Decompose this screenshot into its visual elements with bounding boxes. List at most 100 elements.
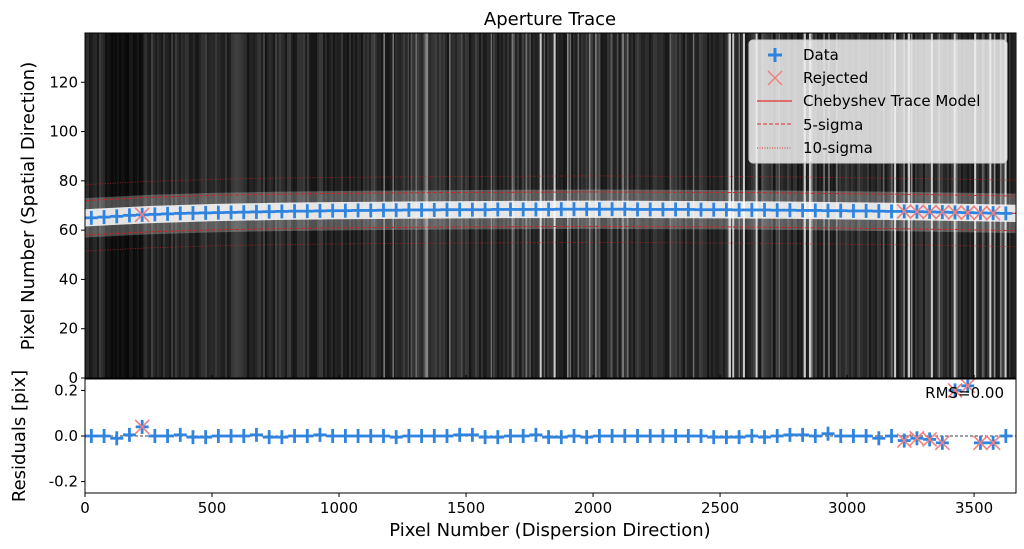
data-point (872, 431, 886, 446)
data-point (275, 430, 289, 445)
rejected-point (947, 204, 963, 220)
data-point (313, 203, 327, 218)
data-point (148, 429, 162, 443)
data-point (846, 429, 860, 443)
y-tick-label: -0.2 (49, 473, 78, 491)
rejected-point (934, 435, 950, 451)
legend-label-data: Data (803, 46, 839, 64)
data-point (110, 431, 124, 446)
data-point (999, 429, 1013, 443)
data-point (618, 202, 632, 217)
data-point (681, 429, 695, 443)
data-point (605, 202, 619, 217)
data-point (364, 203, 378, 218)
image-column (161, 33, 163, 378)
data-point (770, 203, 784, 218)
data-point (249, 427, 263, 442)
data-point (605, 429, 619, 443)
data-point (85, 429, 98, 443)
data-point (643, 202, 657, 217)
y-tick-label: 80 (59, 172, 78, 190)
data-point (173, 206, 187, 221)
data-point (440, 202, 454, 217)
data-point (313, 427, 327, 442)
data-point (796, 203, 810, 218)
data-point (516, 202, 530, 217)
rms-annotation: RMS=0.00 (925, 384, 1004, 402)
data-point (199, 205, 213, 220)
data-point (580, 430, 594, 445)
data-point (237, 429, 251, 443)
data-point (631, 202, 645, 217)
image-column (149, 33, 151, 378)
data-point (567, 202, 581, 217)
data-point (415, 429, 429, 443)
data-point (834, 429, 848, 443)
data-point (656, 429, 670, 443)
residuals-y-ticks: -0.2 0.0 0.2 (49, 381, 85, 491)
data-point (122, 427, 136, 442)
data-point (427, 429, 441, 443)
data-point (211, 205, 225, 220)
data-point (237, 205, 251, 220)
image-column (101, 33, 103, 378)
data-point (503, 202, 517, 217)
x-tick-label: 500 (198, 499, 227, 517)
rejected-point (134, 207, 150, 223)
image-column (155, 33, 157, 378)
x-tick-label: 2000 (574, 499, 612, 517)
image-column (145, 33, 147, 378)
image-column (151, 33, 153, 378)
data-point (669, 202, 683, 217)
sigma5-line (85, 191, 1016, 202)
image-column (89, 33, 91, 378)
rejected-point (922, 204, 938, 220)
data-point (567, 429, 581, 443)
data-point (707, 430, 721, 445)
data-point (542, 430, 556, 445)
y-tick-label: 20 (59, 320, 78, 338)
data-point (97, 429, 111, 443)
image-column (143, 33, 145, 378)
trace-markers (85, 202, 1013, 225)
data-point (491, 430, 505, 445)
data-point (376, 203, 390, 218)
data-point (529, 427, 543, 442)
image-column (103, 33, 105, 378)
rejected-point (960, 205, 976, 221)
data-point (516, 429, 530, 443)
data-point (643, 429, 657, 443)
data-point (97, 210, 111, 225)
data-point (796, 427, 810, 442)
data-point (681, 202, 695, 217)
data-point (821, 426, 835, 441)
y-tick-label: 60 (59, 221, 78, 239)
x-tick-label: 1500 (447, 499, 485, 517)
x-tick-label: 0 (80, 499, 90, 517)
legend-label-model: Chebyshev Trace Model (803, 92, 980, 110)
data-point (326, 429, 340, 443)
data-point (338, 203, 352, 218)
rejected-point (896, 203, 912, 219)
data-point (580, 202, 594, 217)
data-point (351, 429, 365, 443)
data-point (694, 202, 708, 217)
data-point (224, 205, 238, 220)
rejected-point (134, 419, 150, 435)
y-tick-label: 0 (68, 369, 78, 387)
image-column (163, 33, 165, 378)
data-point (885, 429, 899, 443)
rejected-point (947, 382, 963, 398)
legend: Data Rejected Chebyshev Trace Model 5-si… (748, 39, 1008, 164)
data-point (453, 202, 467, 217)
data-point (885, 204, 899, 219)
rejected-point (896, 432, 912, 449)
data-point (199, 430, 213, 445)
data-point (338, 429, 352, 443)
data-point (669, 429, 683, 443)
y-tick-label: 100 (49, 123, 78, 141)
data-point (161, 206, 175, 221)
data-point (122, 208, 136, 223)
y-tick-label: 0.0 (54, 427, 78, 445)
image-column (87, 33, 89, 378)
